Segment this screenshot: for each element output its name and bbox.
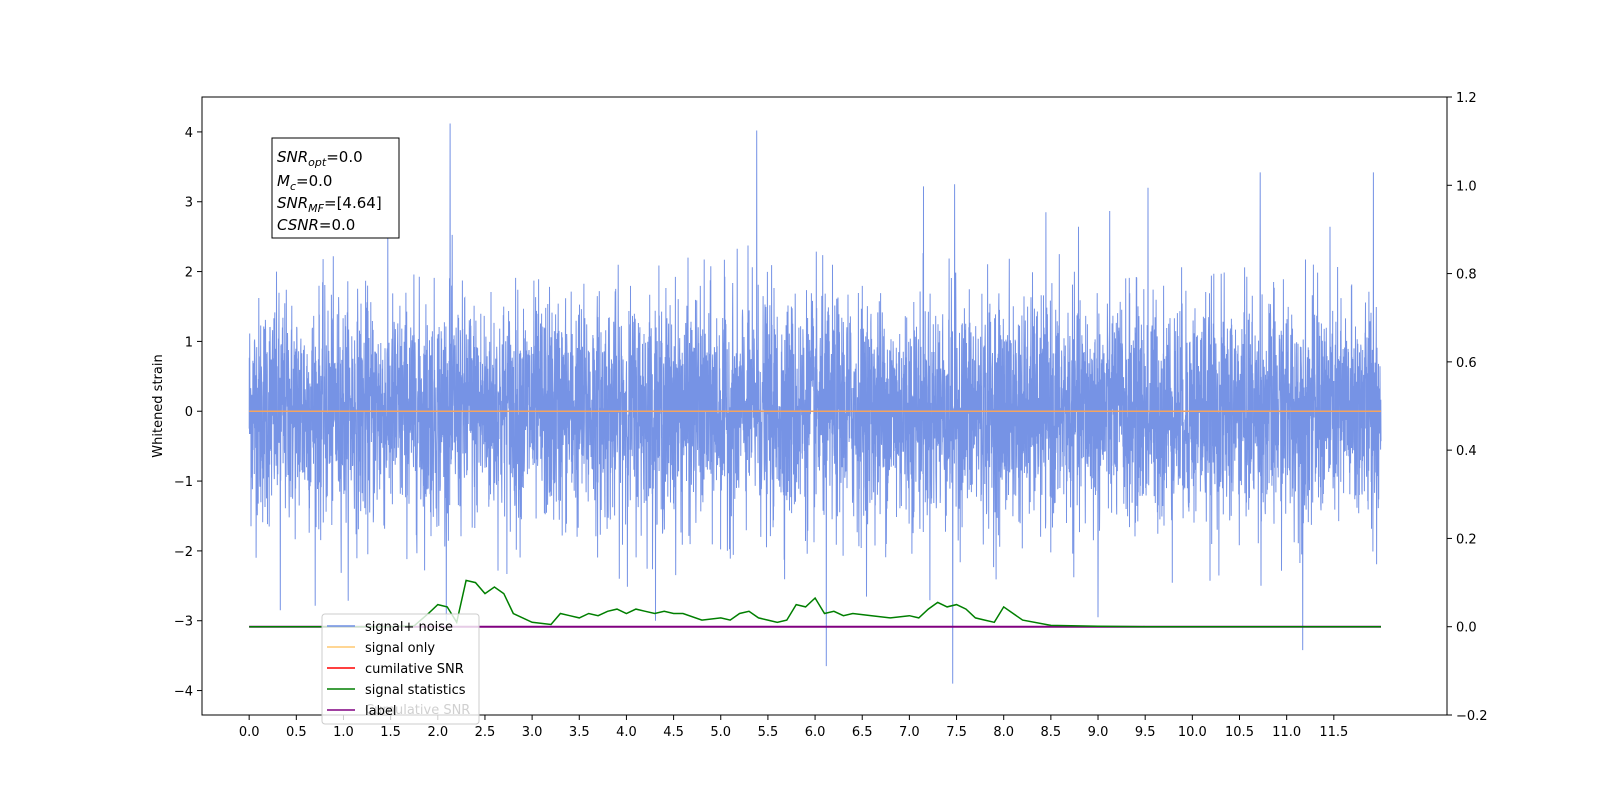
x-tick-label: 5.0	[710, 725, 731, 740]
axis-ticks: 0.0 0.5 1.0 1.5 2.0 2.5 3.0 3.5 4.0 4.5 5.0 5.5 6.0 6…	[174, 91, 1488, 740]
y-axis-label: Whitened strain	[151, 354, 166, 457]
x-tick-label: 11.5	[1319, 725, 1348, 740]
x-tick-label: 2.0	[427, 725, 448, 740]
legend-label-label: label	[365, 704, 396, 719]
y-tick-label: −2	[174, 545, 193, 560]
axes-frame	[201, 96, 1448, 716]
x-tick-label: 7.0	[899, 725, 920, 740]
annotation-snr-mf: SNRMF=[4.64]	[277, 194, 382, 215]
legend-ghost-label: Cumulative SNR	[365, 703, 470, 718]
y-tick-label: 2	[185, 266, 193, 281]
y2-tick-label: 0.2	[1456, 532, 1477, 547]
x-tick-label: 10.0	[1178, 725, 1207, 740]
signal-noise-series	[248, 123, 1382, 684]
y-tick-label: 4	[185, 126, 193, 141]
x-tick-label: 0.5	[286, 725, 307, 740]
legend-label-cumilative-snr: cumilative SNR	[365, 662, 464, 677]
y2-tick-label: 0.4	[1456, 444, 1477, 459]
y2-tick-label: 0.6	[1456, 356, 1477, 371]
y2-tick-label: 1.0	[1456, 179, 1477, 194]
x-tick-label: 1.5	[380, 725, 401, 740]
annotation-box: SNRopt=0.0 Mc=0.0 SNRMF=[4.64] CSNR=0.0	[271, 137, 400, 239]
x-tick-label: 4.5	[663, 725, 684, 740]
legend: Cumulative SNR signal+ noise signal only…	[321, 613, 480, 725]
x-tick-label: 10.5	[1225, 725, 1254, 740]
x-tick-label: 4.0	[616, 725, 637, 740]
legend-label-signal-statistics: signal statistics	[365, 683, 466, 698]
legend-item-cumilative-snr: cumilative SNR	[327, 662, 464, 677]
x-tick-label: 8.5	[1041, 725, 1062, 740]
annotation-snr-opt: SNRopt=0.0	[277, 148, 363, 169]
y2-tick-label: 0.8	[1456, 268, 1477, 283]
legend-item-signal-noise: signal+ noise	[327, 620, 453, 635]
signal-noise-line	[248, 123, 1382, 684]
x-tick-label: 6.0	[805, 725, 826, 740]
x-tick-label: 3.5	[569, 725, 590, 740]
annotation-csnr: CSNR=0.0	[277, 216, 355, 234]
x-tick-label: 1.0	[333, 725, 354, 740]
x-tick-label: 8.0	[993, 725, 1014, 740]
x-tick-label: 2.5	[475, 725, 496, 740]
y2-tick-label: 1.2	[1456, 91, 1477, 106]
y-tick-label: 3	[185, 196, 193, 211]
x-tick-label: 6.5	[852, 725, 873, 740]
annotation-mc: Mc=0.0	[277, 172, 332, 193]
x-tick-label: 7.5	[946, 725, 967, 740]
y-tick-label: 1	[185, 335, 193, 350]
x-tick-label: 11.0	[1272, 725, 1301, 740]
legend-item-signal-statistics: signal statistics	[327, 683, 466, 698]
x-tick-label: 0.0	[239, 725, 260, 740]
legend-label-signal-only: signal only	[365, 641, 435, 656]
y2-tick-label: −0.2	[1456, 709, 1488, 724]
plot-frame	[201, 96, 1448, 716]
y-tick-label: −4	[174, 685, 193, 700]
legend-label-signal-noise: signal+ noise	[365, 620, 453, 635]
y-tick-label: 0	[185, 405, 193, 420]
x-tick-label: 9.0	[1088, 725, 1109, 740]
signal-statistics-line	[249, 579, 1381, 628]
y-tick-label: −1	[174, 475, 193, 490]
legend-item-signal-only: signal only	[327, 641, 435, 656]
y-tick-label: −3	[174, 615, 193, 630]
x-tick-label: 5.5	[758, 725, 779, 740]
x-tick-label: 3.0	[522, 725, 543, 740]
y2-tick-label: 0.0	[1456, 621, 1477, 636]
legend-item-label: label	[327, 704, 396, 719]
x-tick-label: 9.5	[1135, 725, 1156, 740]
